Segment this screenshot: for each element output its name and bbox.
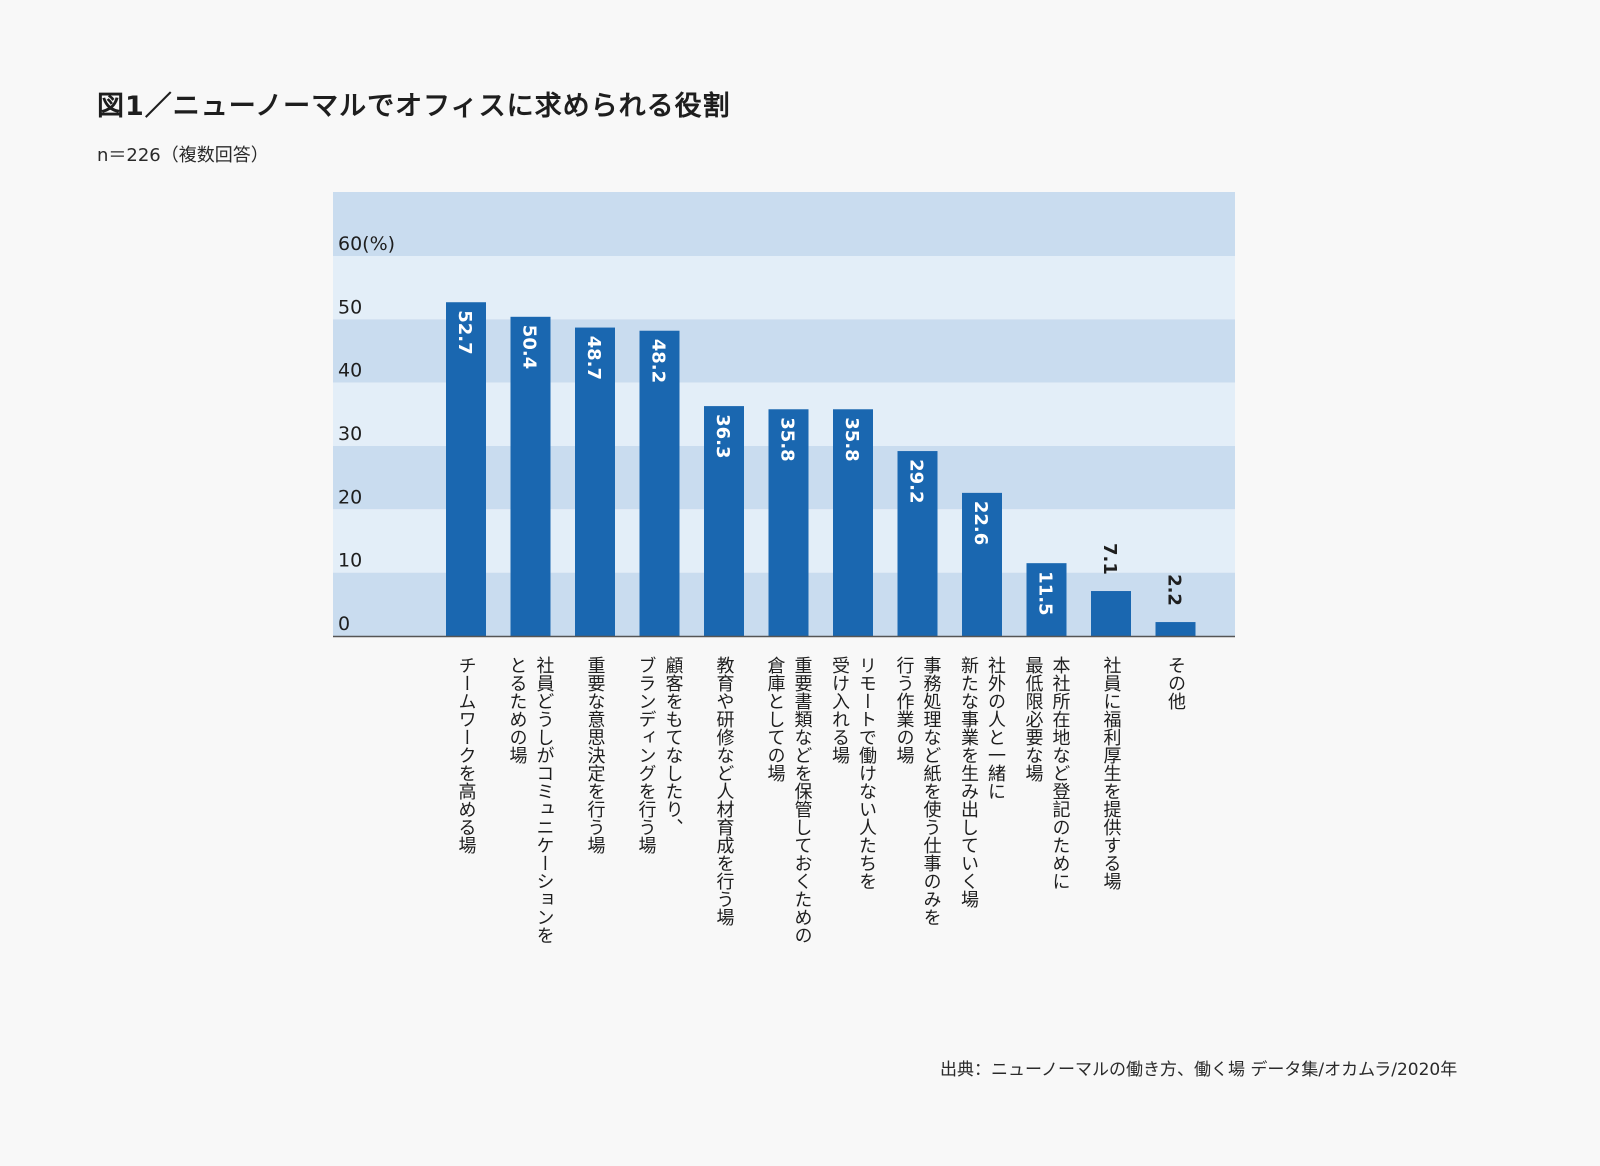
bar-value-label: 48.2 xyxy=(648,339,669,383)
bar-value-label: 52.7 xyxy=(454,310,475,354)
bar xyxy=(704,406,744,636)
x-category-label: 社外の人と一緒に 新たな事業を生み出していく場 xyxy=(958,656,1006,908)
bar xyxy=(833,409,873,636)
y-tick-label: 10 xyxy=(338,550,362,572)
bar xyxy=(768,409,809,636)
bar-value-label: 50.4 xyxy=(519,325,540,369)
bar xyxy=(1026,563,1067,636)
bar-value-label: 35.8 xyxy=(841,417,862,461)
y-tick-label: 0 xyxy=(338,613,350,635)
bar-value-label: 48.7 xyxy=(583,336,604,380)
bar xyxy=(510,316,551,636)
x-category-label: チームワークを高める場 xyxy=(455,656,477,854)
y-tick-label: 40 xyxy=(338,360,362,382)
chart-title: 図1／ニューノーマルでオフィスに求められる役割 xyxy=(97,91,731,122)
y-axis-ticks: 0 10 20 30 40 50 60(%) xyxy=(338,233,395,635)
bar xyxy=(1155,622,1196,636)
x-category-label: 顧客をもてなしたり、 ブランディングを行う場 xyxy=(635,656,684,854)
bar xyxy=(1091,591,1131,636)
x-category-label: 重要書類などを保管しておくための 倉庫としての場 xyxy=(764,656,813,944)
y-tick-label: 30 xyxy=(338,423,362,445)
bar xyxy=(962,492,1002,636)
x-category-label: 教育や研修など人材育成を行う場 xyxy=(713,656,735,926)
bar-value-label: 11.5 xyxy=(1035,571,1056,615)
x-category-label: 本社所在地など登記のために 最低限必要な場 xyxy=(1022,656,1071,890)
bar xyxy=(897,451,938,636)
bar xyxy=(575,327,615,636)
chart-subtitle: n＝226（複数回答） xyxy=(97,145,269,166)
bar xyxy=(639,330,680,636)
bar xyxy=(446,302,486,636)
x-category-label: 事務処理など紙を使う仕事のみを 行う作業の場 xyxy=(893,656,942,926)
y-tick-label: 60(%) xyxy=(338,233,395,255)
bar-value-label: 7.1 xyxy=(1099,543,1120,575)
x-category-label: 社員に福利厚生を提供する場 xyxy=(1100,656,1122,890)
y-tick-label: 20 xyxy=(338,486,362,508)
band xyxy=(333,192,1235,256)
bar-value-label: 35.8 xyxy=(777,417,798,461)
x-category-label: その他 xyxy=(1165,656,1186,710)
x-category-label: 重要な意思決定を行う場 xyxy=(584,656,606,854)
bar-value-label: 36.3 xyxy=(712,414,733,458)
bar-value-label: 2.2 xyxy=(1164,574,1185,606)
x-category-label: 社員どうしがコミュニケーションを とるための場 xyxy=(506,656,555,944)
source-note: 出典：ニューノーマルの働き方、働く場 データ集/オカムラ/2020年 xyxy=(940,1060,1458,1080)
x-category-label: リモートで働けない人たちを 受け入れる場 xyxy=(829,656,877,890)
bar-value-label: 22.6 xyxy=(970,501,991,545)
bar-value-label: 29.2 xyxy=(906,459,927,503)
y-tick-label: 50 xyxy=(338,296,362,318)
bars: 52.7 50.4 48.7 48.2 36.3 35.8 35.8 29.2 22.6 11.5… xyxy=(446,302,1196,636)
